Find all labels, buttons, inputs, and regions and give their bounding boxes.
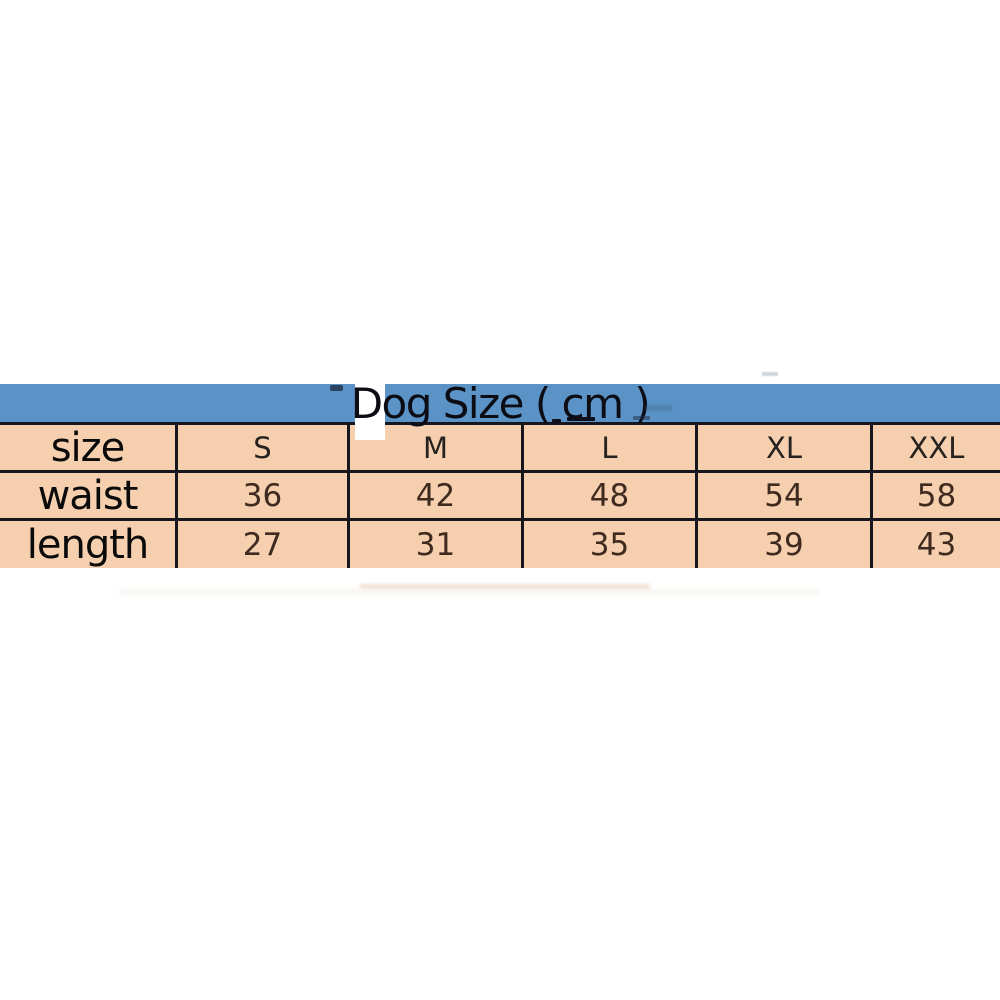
- table-title: Dog Size ( cm ): [350, 379, 651, 428]
- row-label-length: length: [26, 521, 150, 568]
- row-label-waist: waist: [37, 472, 139, 519]
- length-value-xl: 39: [695, 521, 870, 568]
- length-value-m: 31: [347, 521, 521, 568]
- column-header-xxl: XXL: [870, 425, 1000, 470]
- title-bar: Dog Size ( cm ): [0, 379, 1000, 440]
- waist-value-l: 48: [521, 473, 695, 518]
- column-header-xl: XL: [695, 425, 870, 470]
- title-highlight-box: [355, 383, 385, 440]
- length-value-s: 27: [175, 521, 347, 568]
- dog-size-table: Dog Size ( cm ) size S M L XL XXL waist …: [0, 379, 1000, 568]
- ghost-streak: [120, 590, 820, 594]
- table-row-length: length 27 31 35 39 43: [0, 521, 1000, 568]
- corner-label-size: size: [50, 424, 126, 471]
- waist-value-xxl: 58: [870, 473, 1000, 518]
- column-header-l: L: [521, 425, 695, 470]
- ghost-streak: [360, 584, 650, 589]
- waist-value-s: 36: [175, 473, 347, 518]
- length-value-l: 35: [521, 521, 695, 568]
- column-header-m: M: [347, 425, 521, 470]
- table-header-row: size S M L XL XXL: [0, 425, 1000, 473]
- length-value-xxl: 43: [870, 521, 1000, 568]
- column-header-s: S: [175, 425, 347, 470]
- smudge-mark: [762, 372, 778, 376]
- waist-value-m: 42: [347, 473, 521, 518]
- table-row-waist: waist 36 42 48 54 58: [0, 473, 1000, 521]
- waist-value-xl: 54: [695, 473, 870, 518]
